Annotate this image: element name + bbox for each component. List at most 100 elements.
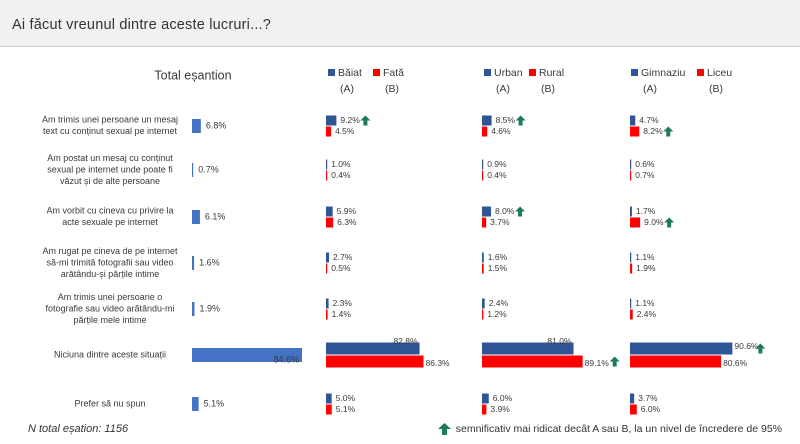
bar-value-label: 0.7% (635, 170, 655, 180)
significance-arrow-icon (437, 423, 451, 435)
total-bar (192, 397, 199, 411)
bar-value-label: 4.7% (639, 115, 659, 125)
category-label: text cu conținut sexual pe internet (43, 126, 178, 136)
bar-series-b (326, 170, 328, 181)
bar-value-label: 2.7% (333, 252, 353, 262)
total-value-label: 6.8% (206, 120, 227, 130)
bar-series-b (482, 263, 484, 274)
bar-series-b (482, 404, 487, 415)
legend-code-a: (A) (643, 83, 657, 95)
category-label: Prefer să nu spun (74, 398, 145, 408)
significance-arrow-icon (515, 115, 526, 126)
bar-value-label: 2.4% (489, 298, 509, 308)
bar-series-a (482, 342, 574, 355)
bar-series-b (630, 170, 632, 181)
bar-series-a (482, 252, 484, 263)
bar-series-a (482, 115, 492, 126)
bar-series-a (482, 393, 489, 404)
bar-value-label: 3.9% (490, 404, 510, 414)
bar-series-b (630, 263, 633, 274)
bar-series-a (630, 159, 632, 170)
bar-series-b (630, 309, 633, 320)
total-bar (192, 348, 302, 362)
bar-series-b (630, 404, 637, 415)
category-label: sexual pe internet unde poate fi (47, 164, 173, 174)
bar-value-label: 81.0% (547, 336, 572, 346)
bar-value-label: 5.0% (336, 393, 356, 403)
total-value-label: 1.9% (199, 303, 220, 313)
bar-series-a (326, 159, 328, 170)
legend-code-a: (A) (340, 83, 354, 95)
bar-value-label: 1.1% (635, 252, 655, 262)
bar-series-b (326, 217, 334, 228)
bar-series-b (630, 217, 641, 228)
bar-value-label: 8.0% (495, 206, 515, 216)
bar-value-label: 2.3% (333, 298, 353, 308)
bar-series-a (326, 298, 329, 309)
bar-series-b (482, 217, 487, 228)
bar-value-label: 80.6% (723, 358, 748, 368)
legend-code-b: (B) (709, 83, 723, 95)
total-value-label: 0.7% (198, 164, 219, 174)
legend-label-a: Gimnaziu (641, 67, 686, 79)
bar-value-label: 4.5% (335, 126, 355, 136)
legend-swatch-b (529, 69, 536, 76)
legend-code-b: (B) (385, 83, 399, 95)
bar-value-label: 4.6% (491, 126, 511, 136)
bar-series-a (326, 393, 332, 404)
bar-value-label: 3.7% (638, 393, 658, 403)
title-divider (0, 46, 800, 47)
bar-series-b (326, 263, 328, 274)
legend-swatch-b (697, 69, 704, 76)
significance-arrow-icon (664, 217, 675, 228)
bar-value-label: 6.3% (337, 217, 357, 227)
legend-swatch-b (373, 69, 380, 76)
bar-value-label: 1.6% (488, 252, 508, 262)
bar-value-label: 1.7% (636, 206, 656, 216)
bar-series-b (482, 126, 488, 137)
total-bar (192, 256, 195, 270)
bar-series-a (630, 298, 632, 309)
legend-code-a: (A) (496, 83, 510, 95)
bar-value-label: 1.9% (636, 263, 656, 273)
legend-label-b: Fată (383, 67, 404, 79)
category-label: Am vorbit cu cineva cu privire la (46, 206, 173, 216)
category-label: să-mi trimită fotografii sau video (46, 257, 173, 267)
bar-series-b (326, 309, 328, 320)
significance-legend: semnificativ mai ridicat decât A sau B, … (437, 423, 782, 435)
legend-swatch-a (484, 69, 491, 76)
significance-legend-text: semnificativ mai ridicat decât A sau B, … (455, 423, 782, 435)
bar-series-b (630, 355, 722, 368)
bar-value-label: 0.5% (331, 263, 351, 273)
bar-series-a (630, 393, 635, 404)
bar-series-b (326, 404, 332, 415)
bar-series-b (482, 170, 484, 181)
total-value-label: 6.1% (205, 211, 226, 221)
bar-value-label: 0.6% (635, 159, 655, 169)
category-label: arătându-și părțile intime (61, 269, 160, 279)
bar-series-b (482, 309, 484, 320)
bar-value-label: 86.3% (426, 358, 451, 368)
category-label: Niciuna dintre aceste situații (54, 349, 166, 359)
category-label: acte sexuale pe internet (62, 217, 158, 227)
category-label: Am trimis unei persoane un mesaj (42, 115, 178, 125)
category-label: Am rugat pe cineva de pe internet (42, 246, 178, 256)
bar-value-label: 3.7% (490, 217, 510, 227)
category-label: Am trimis unei persoane o (58, 292, 163, 302)
bar-value-label: 0.4% (487, 170, 507, 180)
significance-arrow-icon (663, 126, 674, 137)
bar-series-a (482, 159, 484, 170)
legend-total: Total eșantion (154, 68, 231, 82)
category-label: văzut și de alte persoane (60, 176, 160, 186)
bar-series-a (326, 342, 420, 355)
legend-swatch-a (631, 69, 638, 76)
bar-series-b (630, 126, 640, 137)
total-bar (192, 119, 201, 133)
bar-value-label: 5.1% (336, 404, 356, 414)
total-bar (192, 163, 194, 177)
significance-arrow-icon (609, 356, 620, 367)
bar-value-label: 1.0% (331, 159, 351, 169)
bar-value-label: 0.9% (487, 159, 507, 169)
bar-series-a (630, 206, 632, 217)
bar-value-label: 0.4% (331, 170, 351, 180)
